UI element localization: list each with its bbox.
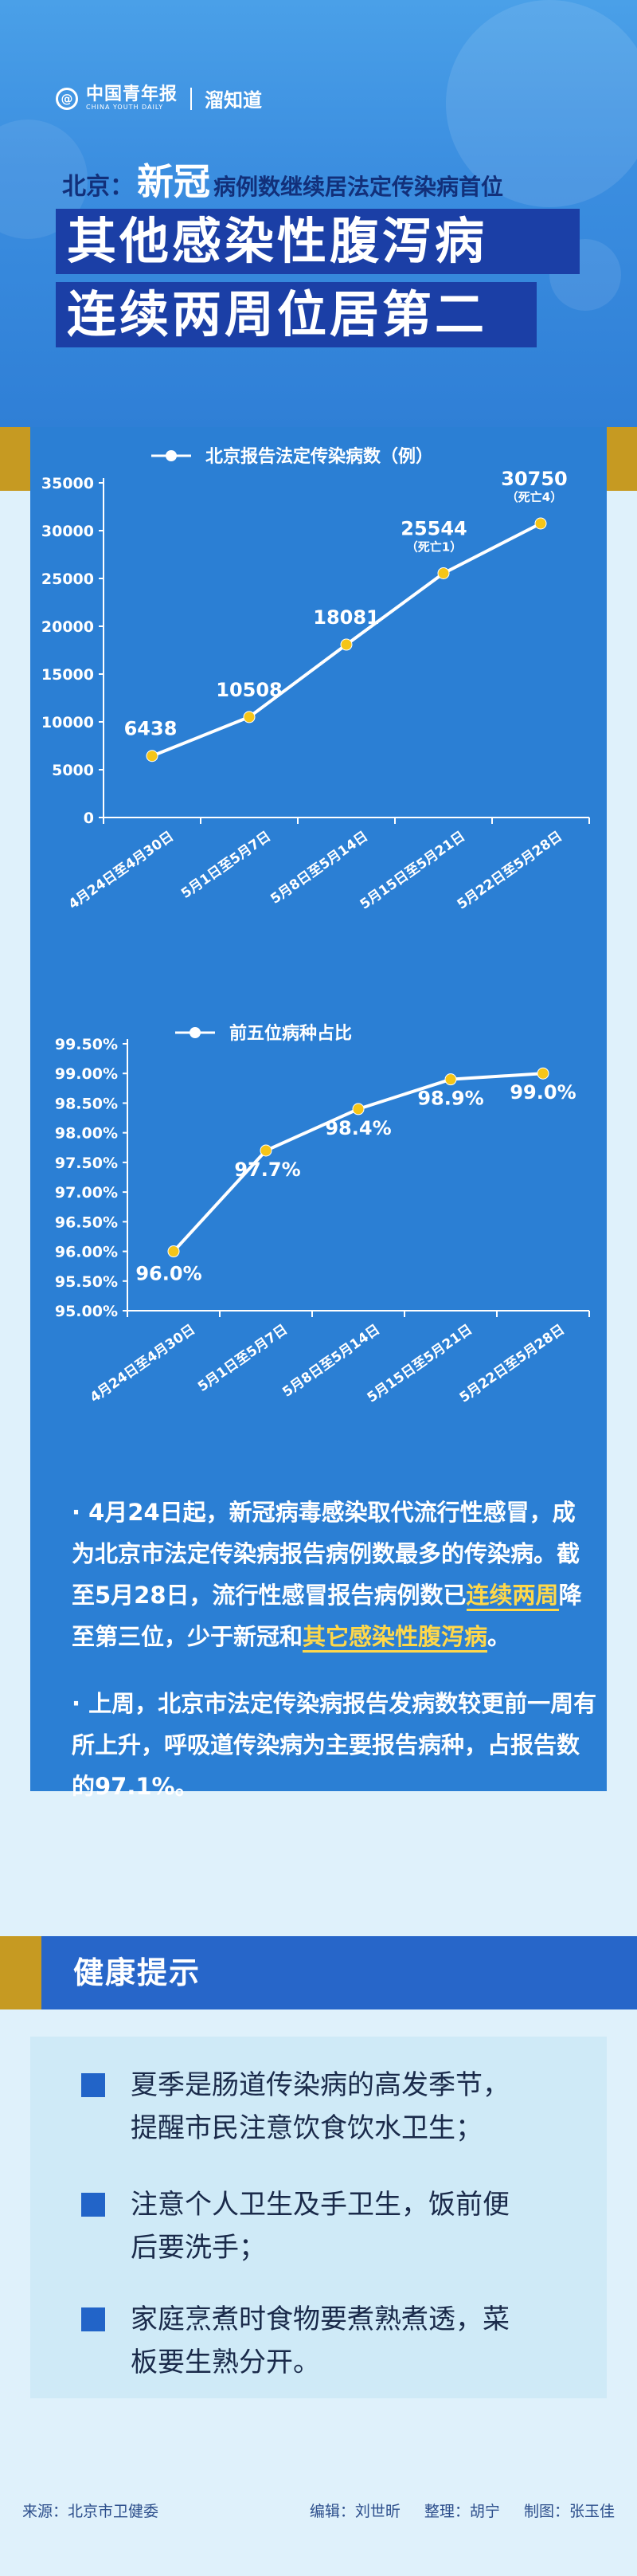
page-title-line1: 其他感染性腹泻病 <box>56 209 580 274</box>
x-tick-label: 5月1日至5月7日 <box>195 1322 291 1395</box>
data-label: 96.0% <box>135 1263 201 1285</box>
y-tick-label: 96.50% <box>55 1214 118 1231</box>
data-point <box>260 1144 272 1157</box>
data-label: 10508 <box>216 679 283 701</box>
y-tick-label: 99.00% <box>55 1065 118 1083</box>
virus-decoration <box>446 0 637 207</box>
data-label: 97.7% <box>234 1159 300 1181</box>
health-tips-header: 健康提示 <box>0 1936 637 2009</box>
data-label: 99.0% <box>510 1081 576 1104</box>
subtitle: 北京： 新冠 病例数继续居法定传染病首位 <box>62 153 503 206</box>
y-tick-label: 98.00% <box>55 1125 118 1143</box>
y-tick-label: 98.50% <box>55 1095 118 1112</box>
tip-item: 夏季是肠道传染病的高发季节，提醒市民注意饮食饮水卫生； <box>81 2064 527 2150</box>
data-point <box>340 638 353 651</box>
summary-text-part: 降至第三位，少于新冠和 <box>72 1582 582 1650</box>
series-line <box>172 1072 544 1253</box>
data-label: 18081 <box>313 606 380 629</box>
logo-subtitle: CHINA YOUTH DAILY <box>86 104 164 111</box>
data-label: 25544 <box>401 517 467 539</box>
footer: 来源：北京市卫健委 编辑：刘世昕 整理：胡宁 制图：张玉佳 <box>0 2486 637 2534</box>
legend-label: 前五位病种占比 <box>229 1023 352 1044</box>
producer-credit: 制图：张玉佳 <box>523 2502 615 2520</box>
data-annotation: （死亡1） <box>406 539 462 554</box>
subtitle-highlight: 新冠 <box>137 160 210 203</box>
legend-marker <box>166 450 177 461</box>
data-label: 30750 <box>501 468 568 490</box>
square-bullet-icon <box>81 2073 105 2097</box>
x-tick-label: 5月1日至5月7日 <box>178 829 274 902</box>
y-tick-label: 97.00% <box>55 1184 118 1202</box>
tip-item: 注意个人卫生及手卫生，饭前便后要洗手； <box>81 2183 527 2269</box>
tip-text: 家庭烹煮时食物要煮熟煮透，菜板要生熟分开。 <box>131 2304 510 2378</box>
summary-paragraph-2: · 上周，北京市法定传染病报告发病数较更前一周有所上升，呼吸道传染病为主要报告病… <box>72 1690 597 1800</box>
gold-accent-right <box>607 427 637 491</box>
square-bullet-icon <box>81 2193 105 2217</box>
data-point <box>352 1103 365 1115</box>
y-tick-label: 15000 <box>41 666 94 684</box>
staff-credits: 编辑：刘世昕 整理：胡宁 制图：张玉佳 <box>291 2500 615 2521</box>
legend-label: 北京报告法定传染病数（例） <box>205 446 433 467</box>
top5-share-line-chart: 前五位病种占比 95.00% 95.50% 96.00% 96.50% 97.00% 97.… <box>55 1023 590 1406</box>
data-point <box>167 1245 180 1258</box>
summary-text-part: · 4月24日起，新冠病毒感染取代流行性感冒，成为北京市法定传染病报告病例数最多… <box>72 1499 580 1609</box>
x-tick-label: 5月8日至5月14日 <box>268 829 371 908</box>
logo-column-name: 溜知道 <box>205 89 263 112</box>
y-tick-label: 97.50% <box>55 1155 118 1172</box>
y-tick-label: 25000 <box>41 570 94 588</box>
y-tick-label: 99.50% <box>55 1036 118 1053</box>
tip-item: 家庭烹煮时食物要煮熟煮透，菜板要生熟分开。 <box>81 2298 527 2384</box>
data-point <box>146 750 158 763</box>
data-point <box>437 567 450 579</box>
y-tick-label: 95.00% <box>55 1303 118 1320</box>
logo-name: 中国青年报 <box>86 84 178 104</box>
x-tick-label: 5月8日至5月14日 <box>279 1322 383 1401</box>
tip-text: 夏季是肠道传染病的高发季节，提醒市民注意饮食饮水卫生； <box>131 2069 510 2144</box>
data-point <box>534 517 547 530</box>
x-tick-label: 5月22日至5月28日 <box>455 829 565 913</box>
data-point <box>243 711 256 723</box>
x-tick-label: 4月24日至4月30日 <box>88 1322 198 1406</box>
health-tips-title: 健康提示 <box>73 1955 201 1990</box>
gold-accent <box>0 1936 41 2009</box>
data-annotation: （死亡4） <box>506 490 562 504</box>
legend-marker <box>190 1027 201 1038</box>
y-tick-label: 95.50% <box>55 1273 118 1291</box>
editor-credit: 编辑：刘世昕 <box>309 2502 401 2520</box>
data-point <box>537 1067 549 1080</box>
page-title-line2: 连续两周位居第二 <box>56 282 537 347</box>
square-bullet-icon <box>81 2307 105 2331</box>
logo-divider <box>190 87 193 110</box>
data-point <box>444 1073 457 1086</box>
x-tick-label: 4月24日至4月30日 <box>66 829 177 913</box>
highlight-two-weeks: 连续两周 <box>466 1582 559 1611</box>
brand-logo: @ 中国青年报 CHINA YOUTH DAILY 溜知道 <box>56 84 262 112</box>
summary-text: · 4月24日起，新冠病毒感染取代流行性感冒，成为北京市法定传染病报告病例数最多… <box>72 1492 597 1807</box>
content-panel <box>30 427 607 1791</box>
gold-accent-left <box>0 427 30 491</box>
subtitle-prefix: 北京： <box>62 173 134 201</box>
y-tick-label: 96.00% <box>55 1244 118 1261</box>
y-tick-label: 10000 <box>41 714 94 731</box>
y-tick-label: 35000 <box>41 475 94 492</box>
highlight-diarrhea: 其它感染性腹泻病 <box>303 1623 488 1653</box>
source-credit: 来源：北京市卫健委 <box>22 2502 159 2520</box>
data-label: 98.4% <box>325 1117 391 1139</box>
y-tick-label: 20000 <box>41 618 94 636</box>
y-tick-label: 5000 <box>52 762 94 779</box>
cases-line-chart: 北京报告法定传染病数（例） 0 5000 10000 15000 20000 25000 30… <box>41 446 590 913</box>
tip-text: 注意个人卫生及手卫生，饭前便后要洗手； <box>131 2189 510 2264</box>
y-tick-label: 0 <box>84 810 94 827</box>
subtitle-suffix: 病例数继续居法定传染病首位 <box>213 174 504 200</box>
data-label: 6438 <box>124 718 178 740</box>
x-tick-label: 5月15日至5月21日 <box>358 829 468 913</box>
at-icon: @ <box>56 87 78 110</box>
organizer-credit: 整理：胡宁 <box>424 2502 500 2520</box>
y-tick-label: 30000 <box>41 523 94 540</box>
summary-text-part: 。 <box>487 1623 511 1650</box>
summary-paragraph-1: · 4月24日起，新冠病毒感染取代流行性感冒，成为北京市法定传染病报告病例数最多… <box>72 1492 597 1657</box>
data-label: 98.9% <box>417 1088 483 1110</box>
health-tips-card <box>30 2037 607 2398</box>
header-banner: @ 中国青年报 CHINA YOUTH DAILY 溜知道 北京： 新冠 病例数… <box>0 0 637 427</box>
